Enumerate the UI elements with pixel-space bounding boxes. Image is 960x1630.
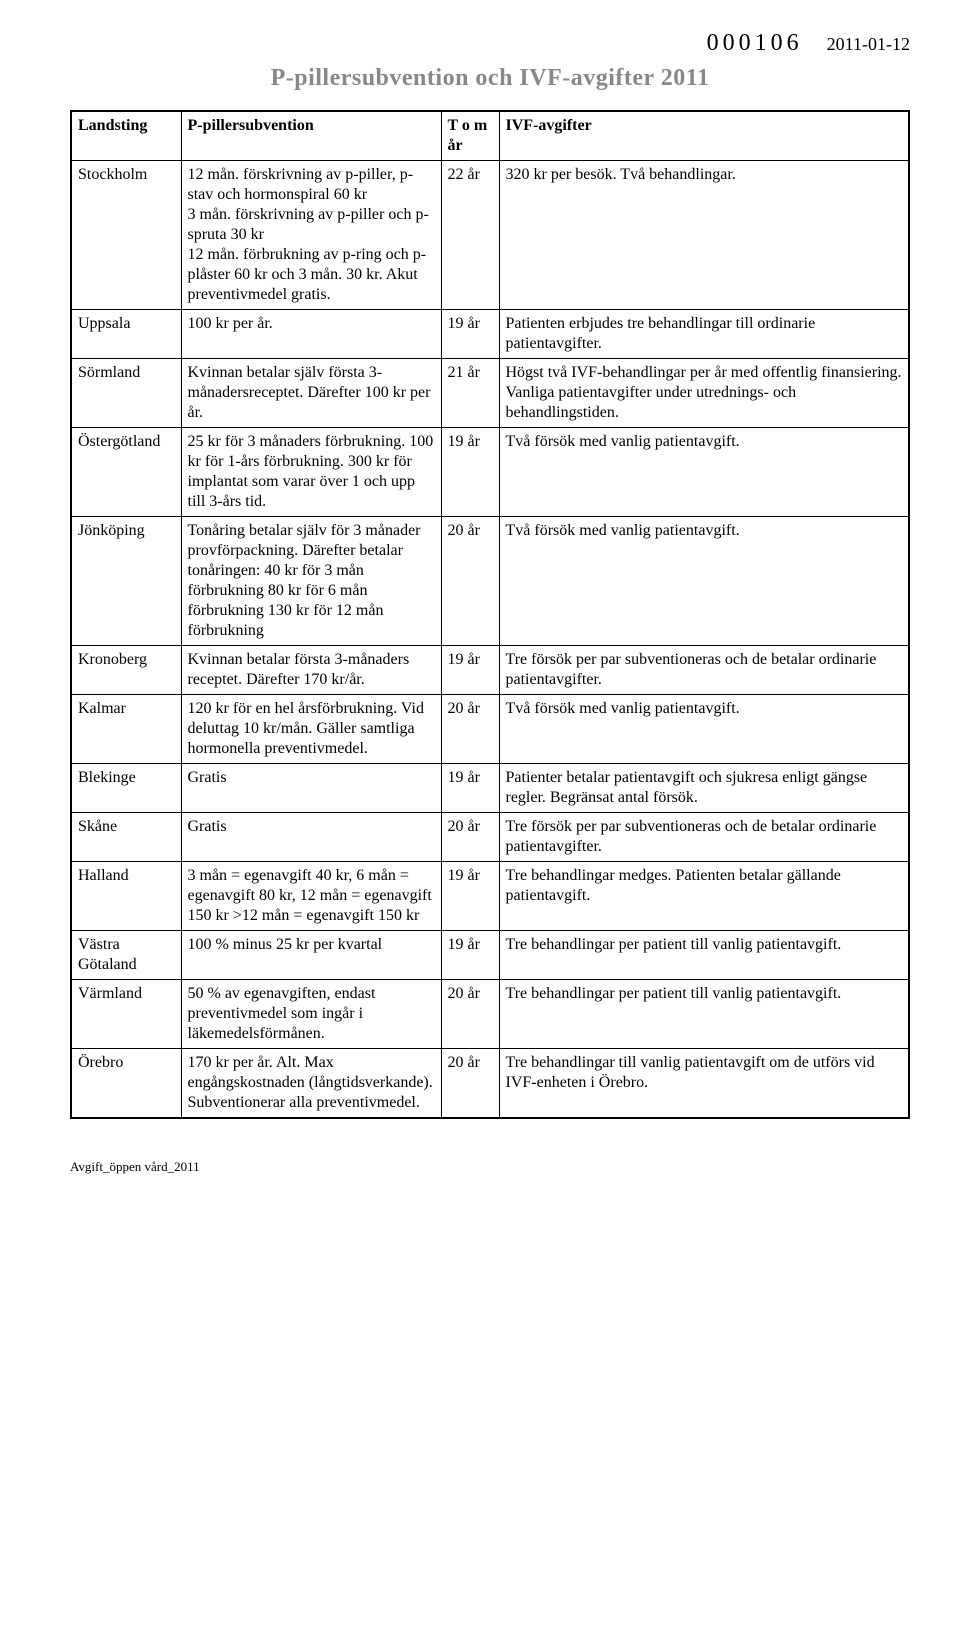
cell-ivf: Tre försök per par subventioneras och de… [499, 813, 909, 862]
table-row: Halland3 mån = egenavgift 40 kr, 6 mån =… [71, 862, 909, 931]
cell-ivf: Tre behandlingar per patient till vanlig… [499, 931, 909, 980]
document-number: 000106 [707, 30, 803, 57]
table-row: Stockholm12 mån. förskrivning av p-pille… [71, 161, 909, 310]
cell-subvention: 120 kr för en hel årsförbrukning. Vid de… [181, 695, 441, 764]
cell-tom: 21 år [441, 359, 499, 428]
cell-subvention: Kvinnan betalar första 3-månaders recept… [181, 646, 441, 695]
cell-tom: 20 år [441, 695, 499, 764]
cell-tom: 20 år [441, 517, 499, 646]
cell-subvention: Kvinnan betalar själv första 3-månadersr… [181, 359, 441, 428]
cell-landsting: Västra Götaland [71, 931, 181, 980]
header-top-right: 000106 2011-01-12 [70, 30, 910, 57]
col-header-ivf: IVF-avgifter [499, 111, 909, 161]
cell-landsting: Kalmar [71, 695, 181, 764]
cell-subvention: 25 kr för 3 månaders förbrukning. 100 kr… [181, 428, 441, 517]
cell-tom: 19 år [441, 862, 499, 931]
cell-tom: 19 år [441, 646, 499, 695]
cell-ivf: Tre behandlingar medges. Patienten betal… [499, 862, 909, 931]
table-row: Kalmar120 kr för en hel årsförbrukning. … [71, 695, 909, 764]
cell-ivf: Tre behandlingar per patient till vanlig… [499, 980, 909, 1049]
cell-tom: 20 år [441, 813, 499, 862]
cell-tom: 19 år [441, 310, 499, 359]
cell-ivf: 320 kr per besök. Två behandlingar. [499, 161, 909, 310]
cell-tom: 19 år [441, 428, 499, 517]
cell-subvention: Gratis [181, 764, 441, 813]
cell-tom: 22 år [441, 161, 499, 310]
cell-tom: 20 år [441, 1049, 499, 1119]
table-row: Uppsala100 kr per år.19 årPatienten erbj… [71, 310, 909, 359]
cell-subvention: Tonåring betalar själv för 3 månader pro… [181, 517, 441, 646]
table-row: SörmlandKvinnan betalar själv första 3-m… [71, 359, 909, 428]
cell-landsting: Kronoberg [71, 646, 181, 695]
cell-ivf: Patienten erbjudes tre behandlingar till… [499, 310, 909, 359]
main-table: Landsting P-pillersubvention T o m år IV… [70, 110, 910, 1119]
document-date: 2011-01-12 [827, 34, 910, 55]
cell-landsting: Örebro [71, 1049, 181, 1119]
cell-ivf: Högst två IVF-behandlingar per år med of… [499, 359, 909, 428]
table-row: KronobergKvinnan betalar första 3-månade… [71, 646, 909, 695]
cell-tom: 19 år [441, 931, 499, 980]
table-row: BlekingeGratis19 årPatienter betalar pat… [71, 764, 909, 813]
cell-ivf: Två försök med vanlig patientavgift. [499, 517, 909, 646]
footer-text: Avgift_öppen vård_2011 [70, 1159, 910, 1175]
cell-subvention: 3 mån = egenavgift 40 kr, 6 mån = egenav… [181, 862, 441, 931]
cell-landsting: Halland [71, 862, 181, 931]
table-row: Örebro170 kr per år. Alt. Max engångskos… [71, 1049, 909, 1119]
cell-landsting: Stockholm [71, 161, 181, 310]
cell-landsting: Blekinge [71, 764, 181, 813]
table-row: Värmland50 % av egenavgiften, endast pre… [71, 980, 909, 1049]
cell-subvention: 12 mån. förskrivning av p-piller, p-stav… [181, 161, 441, 310]
cell-ivf: Patienter betalar patientavgift och sjuk… [499, 764, 909, 813]
cell-subvention: 100 % minus 25 kr per kvartal [181, 931, 441, 980]
cell-ivf: Tre behandlingar till vanlig patientavgi… [499, 1049, 909, 1119]
cell-ivf: Tre försök per par subventioneras och de… [499, 646, 909, 695]
cell-subvention: 170 kr per år. Alt. Max engångskostnaden… [181, 1049, 441, 1119]
cell-landsting: Östergötland [71, 428, 181, 517]
table-header-row: Landsting P-pillersubvention T o m år IV… [71, 111, 909, 161]
table-row: Östergötland25 kr för 3 månaders förbruk… [71, 428, 909, 517]
cell-tom: 20 år [441, 980, 499, 1049]
cell-subvention: Gratis [181, 813, 441, 862]
cell-landsting: Skåne [71, 813, 181, 862]
cell-ivf: Två försök med vanlig patientavgift. [499, 428, 909, 517]
cell-tom: 19 år [441, 764, 499, 813]
table-row: JönköpingTonåring betalar själv för 3 må… [71, 517, 909, 646]
cell-subvention: 100 kr per år. [181, 310, 441, 359]
cell-landsting: Sörmland [71, 359, 181, 428]
cell-subvention: 50 % av egenavgiften, endast preventivme… [181, 980, 441, 1049]
cell-ivf: Två försök med vanlig patientavgift. [499, 695, 909, 764]
col-header-subvention: P-pillersubvention [181, 111, 441, 161]
cell-landsting: Jönköping [71, 517, 181, 646]
col-header-landsting: Landsting [71, 111, 181, 161]
cell-landsting: Värmland [71, 980, 181, 1049]
table-row: Västra Götaland100 % minus 25 kr per kva… [71, 931, 909, 980]
page-title: P-pillersubvention och IVF-avgifter 2011 [70, 65, 910, 92]
table-row: SkåneGratis20 årTre försök per par subve… [71, 813, 909, 862]
col-header-tom: T o m år [441, 111, 499, 161]
cell-landsting: Uppsala [71, 310, 181, 359]
